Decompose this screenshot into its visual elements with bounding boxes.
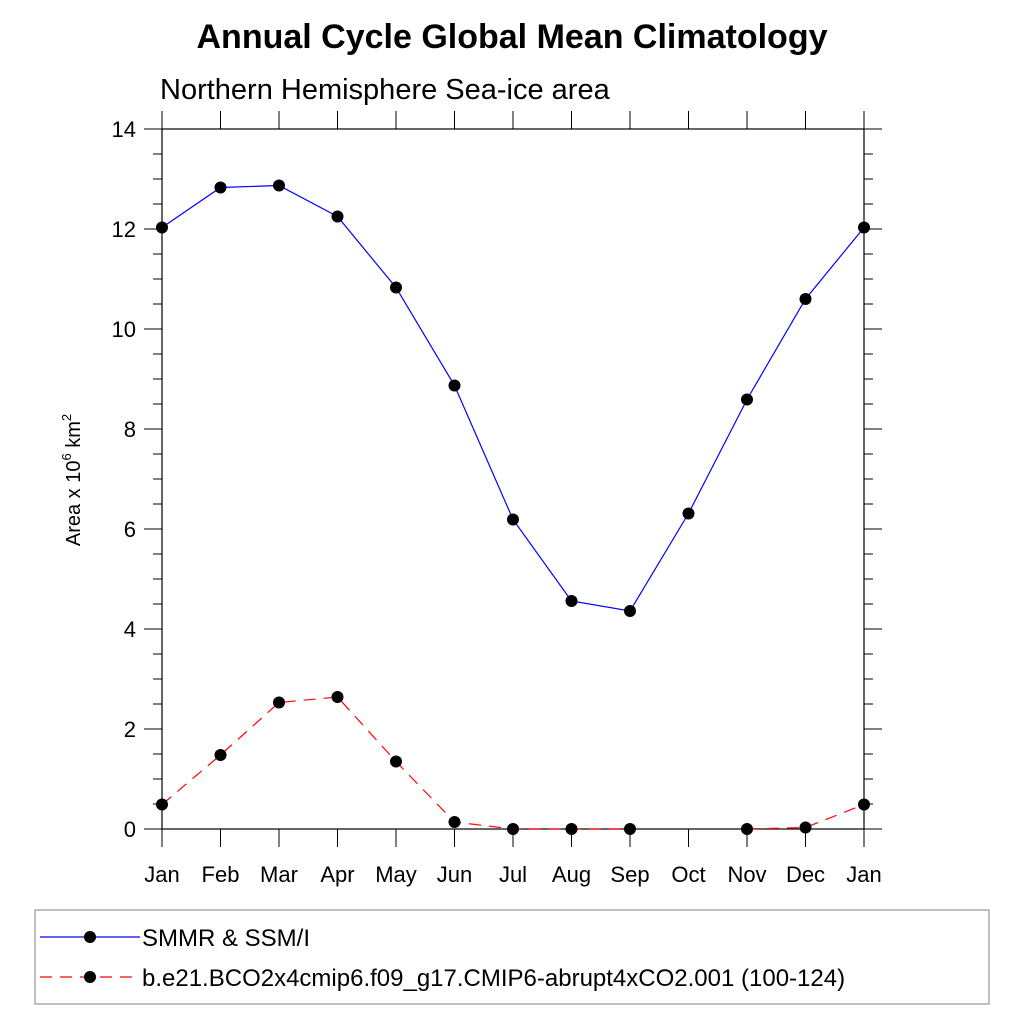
data-point-s1-2 xyxy=(273,696,285,709)
x-tick-label: Mar xyxy=(260,862,298,887)
x-tick-label: Aug xyxy=(552,862,591,887)
axis-ticks xyxy=(144,111,882,847)
data-point-s0-12 xyxy=(858,221,870,234)
series-markers xyxy=(156,179,870,835)
x-tick-label: Jun xyxy=(437,862,472,887)
legend-label-model: b.e21.BCO2x4cmip6.f09_g17.CMIP6-abrupt4x… xyxy=(142,965,845,992)
data-point-s0-7 xyxy=(565,595,578,607)
data-point-s1-11 xyxy=(799,821,812,834)
data-point-s0-9 xyxy=(682,507,695,520)
y-tick-labels: 0 2 4 6 8 10 12 14 xyxy=(112,117,136,842)
y-tick-label: 8 xyxy=(124,417,136,442)
y-tick-label: 2 xyxy=(124,717,136,742)
x-tick-label: Jan xyxy=(144,862,179,887)
x-tick-label: Nov xyxy=(727,862,766,887)
x-tick-label: Sep xyxy=(610,862,649,887)
data-point-s0-5 xyxy=(448,379,461,392)
legend-marker-smmr xyxy=(84,931,96,943)
data-point-s1-7 xyxy=(565,823,578,835)
data-point-s0-2 xyxy=(273,179,285,192)
data-point-s1-1 xyxy=(214,749,227,761)
y-tick-label: 0 xyxy=(124,817,136,842)
plot-frame xyxy=(161,128,865,830)
data-point-s1-8 xyxy=(624,823,636,835)
data-point-s0-10 xyxy=(741,393,753,406)
x-tick-label: Jan xyxy=(846,862,881,887)
legend-label-smmr: SMMR & SSM/I xyxy=(142,925,310,952)
data-point-s0-0 xyxy=(156,221,168,234)
y-axis-label-unit: km xyxy=(63,421,85,453)
chart-title: Annual Cycle Global Mean Climatology xyxy=(197,18,828,56)
legend-item-model: b.e21.BCO2x4cmip6.f09_g17.CMIP6-abrupt4x… xyxy=(40,965,845,992)
series-lines xyxy=(161,184,865,830)
x-tick-labels: Jan Feb Mar Apr May Jun Jul Aug Sep Oct Nov Dec Jan xyxy=(144,862,881,887)
data-point-s1-6 xyxy=(507,823,519,835)
data-point-s1-5 xyxy=(448,816,461,828)
data-point-s1-3 xyxy=(331,691,344,703)
legend-item-smmr: SMMR & SSM/I xyxy=(40,925,310,952)
data-point-s0-11 xyxy=(799,293,812,305)
data-point-s1-10 xyxy=(741,823,753,835)
x-tick-label: Jul xyxy=(499,862,527,887)
y-tick-label: 10 xyxy=(112,317,136,342)
x-tick-label: Dec xyxy=(786,862,825,887)
legend-box xyxy=(34,909,990,1005)
legend-marker-model xyxy=(84,971,96,983)
series-line-1 xyxy=(746,803,865,830)
y-axis-label: Area x 106 km2 xyxy=(59,414,85,546)
y-tick-label: 4 xyxy=(124,617,136,642)
x-tick-label: Feb xyxy=(202,862,240,887)
data-point-s0-1 xyxy=(214,181,227,194)
chart-subtitle: Northern Hemisphere Sea-ice area xyxy=(160,74,611,106)
y-tick-label: 14 xyxy=(112,117,136,142)
data-point-s1-0 xyxy=(156,798,168,811)
data-point-s1-4 xyxy=(390,755,402,768)
data-point-s0-8 xyxy=(624,605,636,617)
data-point-s0-3 xyxy=(331,210,344,223)
y-tick-label: 6 xyxy=(124,517,136,542)
y-axis-label-main: Area x 10 xyxy=(63,461,85,547)
series-line-0 xyxy=(161,184,865,612)
x-tick-label: Oct xyxy=(671,862,705,887)
y-axis-label-exp2: 2 xyxy=(59,414,74,421)
data-point-s0-6 xyxy=(507,513,519,526)
x-tick-label: May xyxy=(375,862,417,887)
y-axis-label-exp1: 6 xyxy=(59,453,74,460)
data-point-s1-12 xyxy=(858,798,870,811)
data-point-s0-4 xyxy=(390,281,402,294)
x-tick-label: Apr xyxy=(320,862,354,887)
y-tick-label: 12 xyxy=(112,217,136,242)
